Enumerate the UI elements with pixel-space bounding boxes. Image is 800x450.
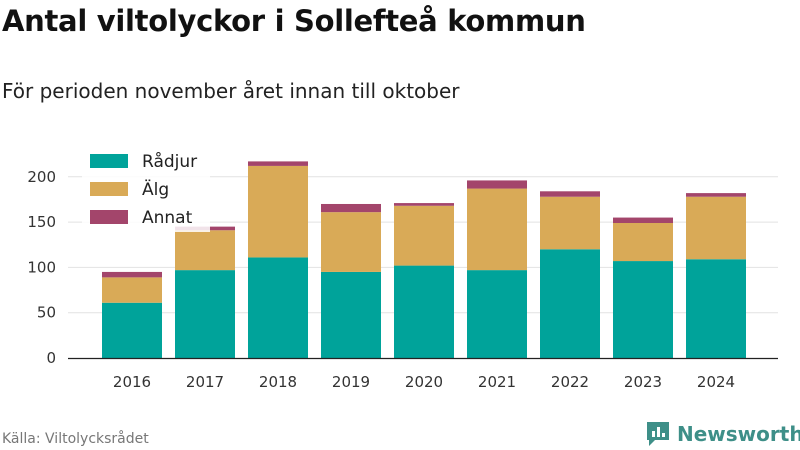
bar-rådjur-2023 [613,261,673,358]
x-tick-label: 2018 [259,373,297,391]
bar-rådjur-2022 [540,249,600,358]
legend-label-rådjur: Rådjur [142,151,197,172]
brand-logo: Newsworthy [645,420,800,448]
bar-rådjur-2016 [102,302,162,358]
bar-annat-2022 [540,191,600,197]
y-tick-label: 50 [37,304,56,322]
bar-älg-2017 [175,230,235,271]
bar-rådjur-2018 [248,257,308,358]
y-tick-label: 100 [27,258,56,276]
bar-annat-2021 [467,180,527,189]
bar-rådjur-2024 [686,259,746,358]
bar-rådjur-2017 [175,270,235,358]
bar-älg-2020 [394,205,454,266]
bar-älg-2021 [467,188,527,271]
bar-annat-2023 [613,217,673,224]
bar-älg-2018 [248,165,308,258]
legend-label-annat: Annat [142,208,193,228]
bar-annat-2019 [321,203,381,213]
y-tick-label: 0 [46,349,56,367]
y-tick-label: 200 [27,168,56,186]
x-tick-label: 2023 [624,373,662,391]
brand-name: Newsworthy [677,422,800,446]
legend-label-älg: Älg [142,179,169,200]
x-tick-label: 2017 [186,373,224,391]
legend-swatch-annat [90,210,128,224]
bar-älg-2024 [686,196,746,260]
bar-älg-2016 [102,277,162,303]
legend-swatch-älg [90,182,128,196]
bar-rådjur-2019 [321,271,381,358]
source-note: Källa: Viltolycksrådet [2,431,149,447]
stacked-bar-chart: 0 50 100 150 200 2016 2017 2018 2019 2020 2021 2022… [27,151,778,391]
bar-annat-2016 [102,271,162,278]
legend-swatch-rådjur [90,154,128,168]
x-tick-label: 2021 [478,373,516,391]
bar-rådjur-2021 [467,270,527,358]
bar-älg-2022 [540,196,600,250]
newsworthy-logo-icon [647,422,669,446]
bar-annat-2024 [686,193,746,197]
x-tick-label: 2022 [551,373,589,391]
chart-title: Antal viltolyckor i Sollefteå kommun [2,4,586,38]
y-tick-label: 150 [27,213,56,231]
bar-rådjur-2020 [394,265,454,358]
bar-annat-2018 [248,161,308,166]
x-tick-label: 2016 [113,373,151,391]
chart-subtitle: För perioden november året innan till ok… [2,79,460,103]
bar-älg-2019 [321,212,381,272]
x-tick-label: 2019 [332,373,370,391]
x-tick-label: 2024 [697,373,735,391]
x-tick-label: 2020 [405,373,443,391]
bar-annat-2020 [394,203,454,206]
bar-älg-2023 [613,223,673,262]
